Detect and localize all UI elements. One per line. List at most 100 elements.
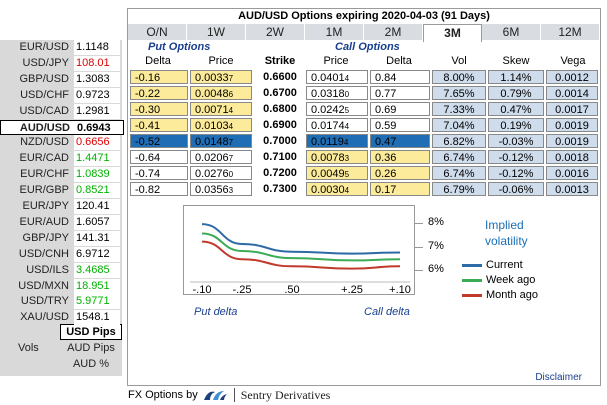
col-skew: Skew bbox=[502, 55, 530, 67]
call-price-cell-value: 0.0174 bbox=[311, 120, 345, 132]
legend-swatch bbox=[462, 279, 482, 282]
pair-row-usd-ils[interactable]: USD/ILS 3.4685 bbox=[0, 262, 122, 278]
pair-row-eur-usd[interactable]: EUR/USD 1.1148 bbox=[0, 40, 122, 55]
tab-2w[interactable]: 2W bbox=[246, 24, 305, 40]
put-price-cell-pip-digit: 3 bbox=[228, 186, 234, 195]
strike-cell-value: 0.6900 bbox=[263, 119, 297, 131]
strike-cell: 0.7000 bbox=[254, 134, 306, 148]
legend-title: Implied volatility bbox=[485, 217, 528, 249]
pair-name: USD/MXN bbox=[18, 279, 69, 292]
call-delta-cell: 0.69 bbox=[370, 102, 430, 116]
pair-name: GBP/JPY bbox=[22, 231, 69, 244]
tab-1m[interactable]: 1M bbox=[305, 24, 364, 40]
pair-row-usd-try[interactable]: USD/TRY 5.9771 bbox=[0, 294, 122, 310]
call-price-cell-pip-digit: 5 bbox=[344, 106, 350, 115]
put-price-cell-value: 0.0071 bbox=[195, 104, 229, 116]
series-line-week-ago bbox=[201, 232, 401, 262]
pair-row-gbp-usd[interactable]: GBP/USD 1.3083 bbox=[0, 71, 122, 87]
table-row[interactable]: -0.82 0.03563 0.7300 0.00304 0.17 6.79% -0.06%… bbox=[128, 182, 600, 197]
footer-brand[interactable]: Sentry Derivatives bbox=[240, 387, 331, 402]
pair-rate: 1.0839 bbox=[74, 167, 120, 183]
tab-1w[interactable]: 1W bbox=[187, 24, 246, 40]
tab-2m[interactable]: 2M bbox=[364, 24, 423, 40]
pair-row-xau-usd[interactable]: XAU/USD 1548.1 bbox=[0, 310, 122, 326]
strike-cell: 0.7300 bbox=[254, 182, 306, 196]
put-delta-cell-value: -0.52 bbox=[135, 136, 161, 148]
strike-cell-value: 0.7000 bbox=[263, 135, 297, 147]
vega-cell: 0.0016 bbox=[546, 166, 598, 180]
tab-on[interactable]: O/N bbox=[128, 24, 187, 40]
pair-row-eur-chf[interactable]: EUR/CHF 1.0839 bbox=[0, 167, 122, 183]
y-tick-label: 7% bbox=[428, 239, 444, 252]
pair-row-nzd-usd[interactable]: NZD/USD 0.6656 bbox=[0, 135, 122, 151]
tab-12m[interactable]: 12M bbox=[541, 24, 600, 40]
vega-cell: 0.0014 bbox=[546, 86, 598, 100]
pair-row-eur-aud[interactable]: EUR/AUD 1.6057 bbox=[0, 214, 122, 230]
pair-name: USD/CNH bbox=[18, 247, 69, 260]
vega-cell-value: 0.0014 bbox=[555, 88, 589, 100]
unit-usd-pips-button[interactable]: USD Pips bbox=[60, 324, 122, 340]
pair-row-usd-jpy[interactable]: USD/JPY 108.01 bbox=[0, 55, 122, 71]
series-line-month-ago bbox=[201, 240, 401, 270]
col-vol: Vol bbox=[451, 55, 467, 67]
vega-cell-value: 0.0012 bbox=[555, 72, 589, 84]
call-price-cell-value: 0.0078 bbox=[311, 152, 345, 164]
vol-cell-value: 7.33% bbox=[443, 104, 475, 116]
vol-cell-value: 6.74% bbox=[443, 168, 475, 180]
unit-aud-percent-button[interactable]: AUD % bbox=[72, 358, 110, 370]
put-price-cell: 0.02067 bbox=[190, 150, 252, 164]
pair-rate: 6.9712 bbox=[74, 246, 120, 262]
legend-title-line1: Implied bbox=[485, 218, 524, 232]
call-price-cell: 0.00304 bbox=[306, 182, 368, 196]
disclaimer-link[interactable]: Disclaimer bbox=[535, 372, 582, 383]
table-row[interactable]: -0.74 0.02760 0.7200 0.00495 0.26 6.74% -0.12%… bbox=[128, 166, 600, 181]
strike-cell: 0.6900 bbox=[254, 118, 306, 132]
skew-cell: 0.79% bbox=[488, 86, 544, 100]
put-price-cell-value: 0.0276 bbox=[195, 168, 229, 180]
pair-row-usd-cnh[interactable]: USD/CNH 6.9712 bbox=[0, 246, 122, 262]
pair-name: AUD/USD bbox=[19, 121, 70, 134]
put-delta-cell: -0.82 bbox=[130, 182, 188, 196]
table-row[interactable]: -0.64 0.02067 0.7100 0.00783 0.36 6.74% -0.12%… bbox=[128, 150, 600, 165]
pair-name: EUR/AUD bbox=[19, 215, 69, 228]
pair-row-gbp-jpy[interactable]: GBP/JPY 141.31 bbox=[0, 230, 122, 246]
pair-name: USD/CAD bbox=[19, 104, 69, 117]
pair-row-usd-chf[interactable]: USD/CHF 0.9723 bbox=[0, 87, 122, 103]
unit-aud-pips-button[interactable]: AUD Pips bbox=[67, 342, 115, 354]
table-row[interactable]: -0.22 0.00486 0.6700 0.03180 0.77 7.65% 0.79% 0… bbox=[128, 86, 600, 101]
vols-label[interactable]: Vols bbox=[18, 342, 39, 354]
call-price-cell: 0.00495 bbox=[306, 166, 368, 180]
put-delta-cell-value: -0.64 bbox=[135, 152, 161, 164]
call-price-cell-value: 0.0119 bbox=[311, 136, 344, 148]
pair-row-usd-cad[interactable]: USD/CAD 1.2981 bbox=[0, 103, 122, 119]
call-delta-cell-value: 0.77 bbox=[375, 88, 397, 100]
col-call-price: Price bbox=[323, 55, 349, 67]
table-row[interactable]: -0.16 0.00337 0.6600 0.04014 0.84 8.00% 1.14% 0… bbox=[128, 70, 600, 85]
tab-3m[interactable]: 3M bbox=[423, 24, 482, 42]
call-price-cell-value: 0.0401 bbox=[311, 72, 345, 84]
pair-row-eur-cad[interactable]: EUR/CAD 1.4471 bbox=[0, 151, 122, 167]
put-price-cell-pip-digit: 0 bbox=[228, 170, 234, 179]
implied-vol-chart: -.10 -.25 .50 +.25 +.10 bbox=[183, 205, 415, 296]
call-price-cell-pip-digit: 4 bbox=[344, 74, 350, 83]
pair-row-usd-mxn[interactable]: USD/MXN 18.951 bbox=[0, 278, 122, 294]
call-price-cell-value: 0.0318 bbox=[311, 88, 345, 100]
pair-row-eur-jpy[interactable]: EUR/JPY 120.41 bbox=[0, 199, 122, 214]
table-row[interactable]: -0.41 0.01034 0.6900 0.01744 0.59 7.04% 0.19% 0… bbox=[128, 118, 600, 133]
pair-rate: 108.01 bbox=[74, 55, 120, 71]
vega-cell-value: 0.0013 bbox=[555, 184, 589, 196]
footer-prefix: FX Options by bbox=[128, 389, 198, 401]
pair-rate: 1.2981 bbox=[74, 103, 120, 119]
legend-label: Current bbox=[486, 259, 523, 271]
pair-row-eur-gbp[interactable]: EUR/GBP 0.8521 bbox=[0, 183, 122, 199]
pair-row-aud-usd[interactable]: AUD/USD 0.6943 bbox=[0, 119, 124, 135]
put-delta-cell-value: -0.30 bbox=[135, 104, 161, 116]
pair-rate: 3.4685 bbox=[74, 262, 120, 278]
tab-6m[interactable]: 6M bbox=[482, 24, 541, 40]
vega-cell: 0.0018 bbox=[546, 150, 598, 164]
table-row[interactable]: -0.52 0.01487 0.7000 0.01194 0.47 6.82% -0.03%… bbox=[128, 134, 600, 149]
put-price-cell: 0.00337 bbox=[190, 70, 252, 84]
vol-cell: 6.74% bbox=[432, 166, 486, 180]
table-row[interactable]: -0.30 0.00714 0.6800 0.02425 0.69 7.33% 0.47% 0… bbox=[128, 102, 600, 117]
pair-name: EUR/GBP bbox=[19, 184, 69, 197]
